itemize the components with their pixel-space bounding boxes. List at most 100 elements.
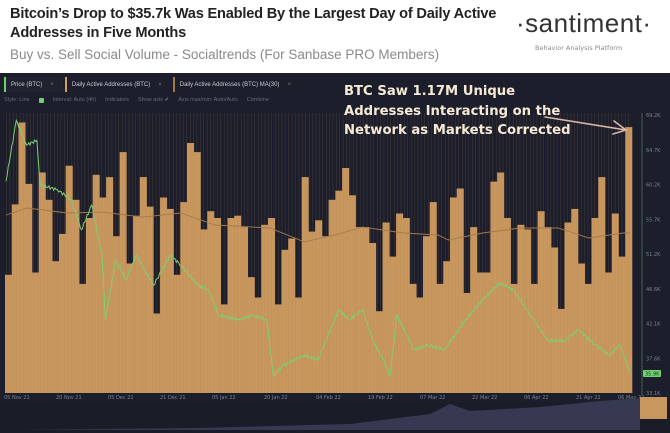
daa-bar	[605, 272, 613, 393]
show-axis-toggle[interactable]: Show axis ✓	[138, 97, 169, 103]
close-icon[interactable]: ×	[50, 81, 54, 88]
daa-bar	[342, 168, 350, 393]
daa-bar	[180, 202, 188, 393]
daa-bar	[402, 218, 410, 393]
date-tick-label: 06 May 22	[618, 395, 644, 401]
chart-settings: Style: Line Interval: Auto (4h) Indicato…	[4, 97, 269, 103]
daa-bar	[247, 277, 255, 393]
daa-bar	[530, 283, 538, 393]
logo-tagline: Behavior Analysis Platform	[535, 44, 623, 52]
daa-bar	[328, 199, 336, 393]
daa-bar	[45, 199, 53, 393]
daa-bar	[429, 202, 437, 393]
daa-bar	[483, 272, 491, 393]
date-tick-label: 07 Mar 22	[420, 395, 445, 401]
daa-bar	[139, 177, 147, 393]
daa-bar	[227, 218, 235, 393]
axis-maxmin-dropdown[interactable]: Axis max/min: Auto/Auto	[178, 97, 238, 103]
navigator-window[interactable]	[640, 397, 667, 419]
daa-bar	[591, 218, 599, 393]
interval-dropdown[interactable]: Interval: Auto (4h)	[52, 97, 97, 103]
daa-bar	[240, 227, 249, 393]
daa-bar	[335, 190, 343, 393]
date-tick-label: 04 Feb 22	[316, 395, 341, 401]
ma30-line	[5, 207, 630, 243]
daa-bar	[267, 218, 275, 393]
daa-bar	[119, 152, 127, 393]
daa-bar	[362, 227, 370, 393]
price-tick-label: 37.6K	[646, 356, 661, 362]
daa-bar	[598, 177, 606, 393]
daa-bar	[11, 204, 19, 393]
metric-label: Price (BTC)	[11, 81, 43, 88]
navigator[interactable]	[0, 397, 670, 433]
price-tick-label: 51.2K	[646, 252, 661, 258]
daa-bar	[106, 177, 114, 393]
annotation-line: Network as Markets Corrected	[344, 123, 571, 138]
daa-bar	[396, 213, 404, 393]
daa-bar	[456, 188, 464, 393]
date-tick-label: 20 Jan 22	[264, 395, 288, 401]
daa-bar	[537, 211, 545, 393]
style-dropdown[interactable]: Style: Line	[4, 97, 30, 103]
current-price-label: 35.9K	[645, 372, 660, 378]
metric-chips: Price (BTC) × Daily Active Addresses (BT…	[4, 76, 302, 93]
daa-bar	[288, 238, 296, 393]
daa-bar	[187, 143, 195, 393]
daa-bar	[261, 224, 269, 393]
daa-bar	[618, 256, 626, 393]
daa-bar	[463, 293, 471, 393]
price-tick-label: 33.1K	[646, 391, 661, 397]
metric-chip-daa[interactable]: Daily Active Addresses (BTC) ×	[64, 77, 171, 92]
daa-bar	[510, 283, 518, 393]
date-tick-label: 20 Nov 21	[56, 395, 82, 401]
daa-bar	[416, 297, 424, 393]
daa-bar	[112, 236, 120, 393]
daa-bar	[146, 206, 154, 393]
price-axis: 69.2K 64.7K 60.2K 55.7K 51.2K 46.6K 42.1K 37.6K…	[646, 113, 661, 397]
page-title: Bitcoin’s Drop to $35.7k Was Enabled By …	[10, 6, 497, 41]
daa-bar	[38, 172, 46, 393]
daa-bar	[564, 222, 572, 393]
date-tick-label: 21 Apr 22	[576, 395, 601, 401]
daa-bar	[355, 227, 363, 393]
daa-bar	[315, 220, 323, 393]
santiment-logo: ·santiment·	[516, 8, 652, 38]
daa-bar	[544, 227, 552, 393]
metric-label: Daily Active Addresses (BTC) MA(30)	[179, 81, 280, 88]
daa-bar	[281, 249, 289, 393]
close-icon[interactable]: ×	[158, 81, 162, 88]
combine-button[interactable]: Combine	[246, 97, 269, 103]
color-swatch[interactable]	[38, 97, 44, 103]
daa-bar	[369, 243, 377, 393]
daa-bar	[25, 183, 33, 393]
checkmark-icon: ✓	[164, 97, 170, 103]
daa-bar	[470, 227, 478, 393]
current-price-badge	[643, 370, 661, 377]
daa-bar	[443, 261, 451, 393]
metric-chip-daa-ma30[interactable]: Daily Active Addresses (BTC) MA(30) ×	[172, 77, 300, 92]
daa-bar	[503, 218, 511, 393]
indicators-dropdown[interactable]: Indicators	[105, 97, 129, 103]
price-line	[5, 118, 631, 377]
price-tick-label: 46.6K	[646, 287, 661, 293]
close-icon[interactable]: ×	[287, 81, 291, 88]
daa-bar	[423, 236, 431, 393]
annotation: BTC Saw 1.17M Unique Addresses Interacti…	[344, 82, 571, 141]
price-tick-label: 60.2K	[646, 183, 661, 189]
date-tick-label: 22 Mar 22	[472, 395, 497, 401]
daa-bar	[517, 224, 525, 393]
daa-bar	[126, 263, 134, 393]
daa-bar	[166, 208, 174, 393]
annotation-line: Addresses Interacting on the	[344, 103, 561, 119]
annotation-line: BTC Saw 1.17M Unique	[344, 84, 516, 99]
date-tick-label: 05 Dec 21	[108, 395, 134, 401]
metric-chip-price[interactable]: Price (BTC) ×	[4, 77, 63, 92]
daa-bar	[308, 231, 316, 393]
daa-bar	[18, 122, 26, 393]
metric-label: Daily Active Addresses (BTC)	[71, 81, 151, 88]
daa-bar	[611, 213, 619, 393]
daa-bar	[294, 297, 302, 393]
daa-bar	[133, 215, 141, 393]
